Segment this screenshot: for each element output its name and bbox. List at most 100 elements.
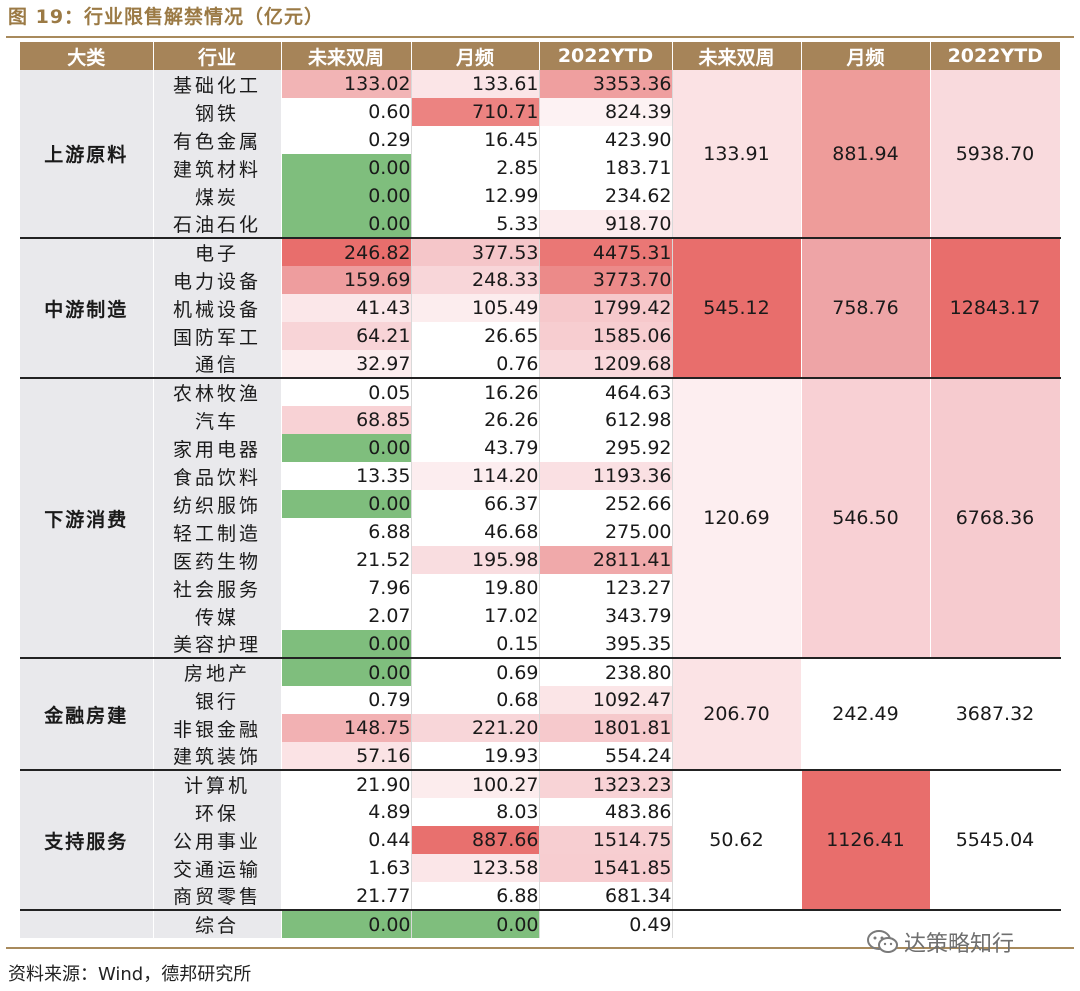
- industry-cell: 汽车: [153, 406, 282, 434]
- value-cell-ytd: 1541.85: [539, 854, 673, 882]
- value-cell-monthly: 12.99: [411, 182, 540, 210]
- value-cell-monthly: 0.68: [411, 686, 540, 714]
- table-row: 商贸零售 21.77 6.88 681.34: [20, 882, 1060, 910]
- value-cell-monthly: 105.49: [411, 294, 540, 322]
- aggregate-cell-biweekly: 133.91: [672, 70, 802, 238]
- table-row: 通信 32.97 0.76 1209.68: [20, 350, 1060, 378]
- value-cell-monthly: 16.45: [411, 126, 540, 154]
- value-cell-biweekly: 0.00: [281, 154, 412, 182]
- value-cell-ytd: 183.71: [539, 154, 673, 182]
- source-note: 资料来源：Wind，德邦研究所: [8, 964, 252, 985]
- industry-cell: 食品饮料: [153, 462, 282, 490]
- value-cell-ytd: 343.79: [539, 602, 673, 630]
- table-row: 医药生物 21.52 195.98 2811.41: [20, 546, 1060, 574]
- value-cell-monthly: 17.02: [411, 602, 540, 630]
- value-cell-biweekly: 2.07: [281, 602, 412, 630]
- industry-cell: 纺织服饰: [153, 490, 282, 518]
- table-row: 电力设备 159.69 248.33 3773.70: [20, 266, 1060, 294]
- value-cell-monthly: 66.37: [411, 490, 540, 518]
- value-cell-monthly: 26.26: [411, 406, 540, 434]
- value-cell-biweekly: 0.60: [281, 98, 412, 126]
- table-row: 交通运输 1.63 123.58 1541.85: [20, 854, 1060, 882]
- table-body: 上游原料 基础化工 133.02 133.61 3353.36 133.91 881.94 5…: [20, 70, 1061, 938]
- figure-title: 图 19：行业限售解禁情况（亿元）: [8, 6, 325, 28]
- aggregate-cell-ytd: [930, 909, 1061, 938]
- industry-cell: 医药生物: [153, 546, 282, 574]
- value-cell-ytd: 612.98: [539, 406, 673, 434]
- aggregate-cell-ytd: 3687.32: [930, 657, 1061, 770]
- table-row: 建筑材料 0.00 2.85 183.71: [20, 154, 1060, 182]
- value-cell-biweekly: 1.63: [281, 854, 412, 882]
- aggregate-cell-biweekly: [672, 909, 802, 938]
- value-cell-monthly: 221.20: [411, 714, 540, 742]
- industry-cell: 非银金融: [153, 714, 282, 742]
- value-cell-biweekly: 246.82: [281, 237, 412, 266]
- aggregate-cell-monthly: [801, 909, 931, 938]
- top-rule: [6, 36, 1074, 38]
- value-cell-biweekly: 0.00: [281, 490, 412, 518]
- table-row: 公用事业 0.44 887.66 1514.75: [20, 826, 1060, 854]
- table-row: 机械设备 41.43 105.49 1799.42: [20, 294, 1060, 322]
- table-row: 食品饮料 13.35 114.20 1193.36: [20, 462, 1060, 490]
- value-cell-ytd: 423.90: [539, 126, 673, 154]
- value-cell-biweekly: 0.00: [281, 630, 412, 658]
- value-cell-ytd: 554.24: [539, 742, 673, 770]
- table-row: 美容护理 0.00 0.15 395.35: [20, 630, 1060, 658]
- industry-cell: 交通运输: [153, 854, 282, 882]
- table-row: 家用电器 0.00 43.79 295.92: [20, 434, 1060, 462]
- value-cell-ytd: 238.80: [539, 657, 673, 686]
- value-cell-ytd: 1092.47: [539, 686, 673, 714]
- industry-cell: 钢铁: [153, 98, 282, 126]
- value-cell-monthly: 5.33: [411, 210, 540, 238]
- value-cell-monthly: 195.98: [411, 546, 540, 574]
- aggregate-cell-monthly: 546.50: [801, 377, 931, 658]
- value-cell-biweekly: 21.90: [281, 769, 412, 798]
- value-cell-monthly: 8.03: [411, 798, 540, 826]
- value-cell-ytd: 275.00: [539, 518, 673, 546]
- aggregate-cell-monthly: 881.94: [801, 70, 931, 238]
- value-cell-ytd: 1585.06: [539, 322, 673, 350]
- value-cell-biweekly: 0.00: [281, 657, 412, 686]
- value-cell-biweekly: 0.00: [281, 182, 412, 210]
- category-cell: [20, 909, 154, 938]
- value-cell-monthly: 0.76: [411, 350, 540, 378]
- value-cell-biweekly: 4.89: [281, 798, 412, 826]
- wechat-icon: [867, 930, 898, 953]
- bottom-rule: [6, 947, 1074, 949]
- table-row: 环保 4.89 8.03 483.86: [20, 798, 1060, 826]
- value-cell-monthly: 0.00: [411, 909, 540, 938]
- value-cell-ytd: 0.49: [539, 909, 673, 938]
- value-cell-biweekly: 133.02: [281, 70, 412, 98]
- value-cell-ytd: 824.39: [539, 98, 673, 126]
- industry-cell: 计算机: [153, 769, 282, 798]
- value-cell-monthly: 46.68: [411, 518, 540, 546]
- value-cell-biweekly: 0.44: [281, 826, 412, 854]
- value-cell-ytd: 123.27: [539, 574, 673, 602]
- table-row: 石油石化 0.00 5.33 918.70: [20, 210, 1060, 238]
- value-cell-monthly: 123.58: [411, 854, 540, 882]
- header-monthly: 月频: [411, 42, 540, 70]
- value-cell-monthly: 16.26: [411, 377, 540, 406]
- header-industry: 行业: [153, 42, 282, 70]
- header-ytd: 2022YTD: [539, 42, 673, 70]
- value-cell-biweekly: 0.00: [281, 434, 412, 462]
- value-cell-ytd: 4475.31: [539, 237, 673, 266]
- table-row: 煤炭 0.00 12.99 234.62: [20, 182, 1060, 210]
- value-cell-biweekly: 0.00: [281, 210, 412, 238]
- industry-cell: 银行: [153, 686, 282, 714]
- aggregate-cell-ytd: 12843.17: [930, 237, 1061, 378]
- table-row: 非银金融 148.75 221.20 1801.81: [20, 714, 1060, 742]
- table-row: 钢铁 0.60 710.71 824.39: [20, 98, 1060, 126]
- aggregate-cell-ytd: 6768.36: [930, 377, 1061, 658]
- value-cell-ytd: 234.62: [539, 182, 673, 210]
- value-cell-ytd: 1801.81: [539, 714, 673, 742]
- industry-cell: 通信: [153, 350, 282, 378]
- aggregate-cell-biweekly: 50.62: [672, 769, 802, 910]
- value-cell-monthly: 248.33: [411, 266, 540, 294]
- aggregate-cell-biweekly: 545.12: [672, 237, 802, 378]
- value-cell-ytd: 252.66: [539, 490, 673, 518]
- industry-cell: 传媒: [153, 602, 282, 630]
- industry-cell: 公用事业: [153, 826, 282, 854]
- category-cell: 支持服务: [20, 769, 154, 910]
- value-cell-biweekly: 57.16: [281, 742, 412, 770]
